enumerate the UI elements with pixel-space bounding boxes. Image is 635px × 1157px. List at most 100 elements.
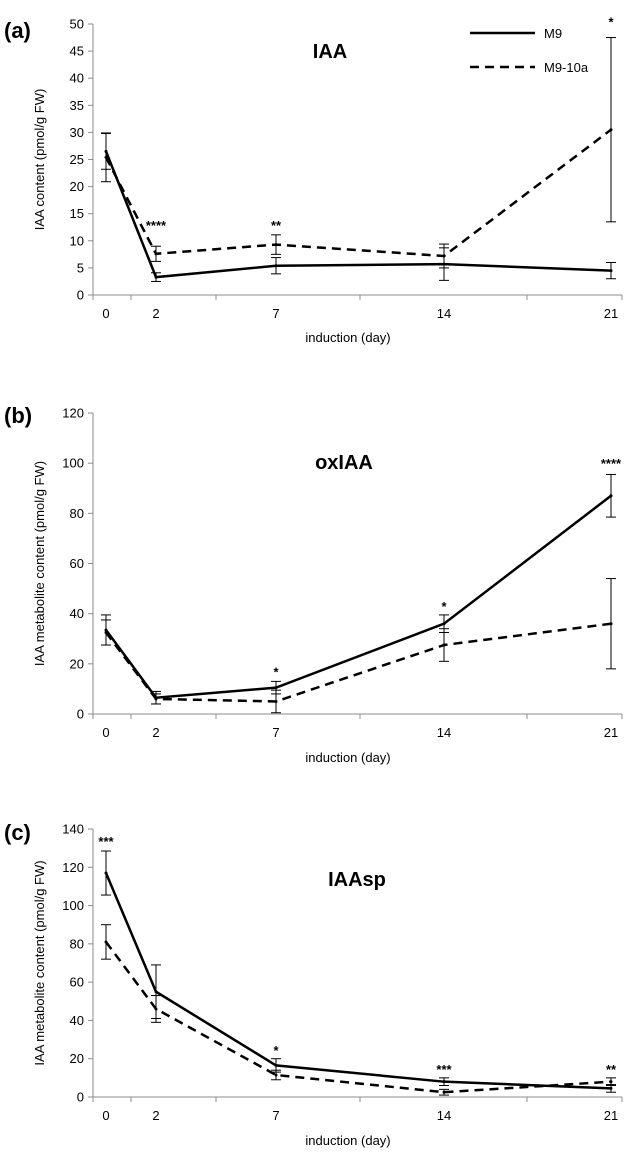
significance-label: *	[441, 599, 447, 614]
y-tick-label: 120	[62, 406, 84, 421]
significance-label: ***	[98, 834, 114, 849]
data-point-m9	[609, 269, 613, 273]
x-tick-label: 21	[604, 1108, 618, 1123]
data-point-m9-10a	[104, 630, 108, 634]
x-tick-label: 2	[152, 725, 159, 740]
y-tick-label: 80	[70, 506, 84, 521]
x-tick-label: 14	[437, 1108, 451, 1123]
legend-label-m9-10a: M9-10a	[544, 60, 589, 75]
series-line-m9-10a	[104, 128, 612, 258]
x-tick-label: 14	[437, 725, 451, 740]
y-tick-label: 40	[70, 606, 84, 621]
series-line-m9	[104, 150, 612, 279]
chart-panel-b: (b) oxIAA 0 20 40 60 80 100 120 0 2 7 14 21 induction …	[4, 403, 623, 765]
y-tick-label: 60	[70, 975, 84, 990]
data-point-m9-10a	[442, 643, 446, 647]
y-axis-title: IAA metabolite content (pmol/g FW)	[32, 461, 47, 666]
chart-panel-a: (a) IAA 0 5 10 15 20 25 30 35 40 45 50 0 2 7 14 21 inducti…	[4, 15, 623, 345]
y-tick-label: 10	[70, 233, 84, 248]
data-point-m9-10a	[154, 697, 158, 701]
series-line-m9-10a	[105, 622, 612, 703]
significance-label: *	[608, 15, 614, 30]
x-tick-label: 21	[604, 725, 618, 740]
data-point-m9-10a	[154, 252, 158, 256]
y-tick-label: 25	[70, 152, 84, 167]
y-tick-label: 100	[62, 456, 84, 471]
x-tick-label: 0	[102, 1108, 109, 1123]
y-tick-label: 50	[70, 17, 84, 32]
significance-label: *	[273, 664, 279, 679]
significance-label: *	[273, 1043, 279, 1058]
y-tick-label: 0	[77, 288, 84, 303]
chart-title: IAA	[313, 41, 347, 63]
x-tick-label: 7	[272, 306, 279, 321]
x-tick-label: 7	[272, 1108, 279, 1123]
data-point-m9-10a	[104, 940, 108, 944]
data-point-m9-10a	[609, 1080, 613, 1084]
series-line-m9-10a	[104, 941, 612, 1094]
x-tick-label: 0	[102, 306, 109, 321]
data-point-m9	[154, 275, 158, 279]
series-line-m9	[104, 494, 612, 699]
x-axis-title: induction (day)	[305, 750, 390, 765]
panel-label: (c)	[4, 820, 31, 845]
data-point-m9-10a	[609, 622, 613, 626]
data-point-m9	[442, 622, 446, 626]
y-tick-label: 20	[70, 179, 84, 194]
data-point-m9-10a	[274, 243, 278, 247]
series-line-m9	[104, 872, 612, 1090]
data-point-m9-10a	[274, 699, 278, 703]
data-point-m9-10a	[274, 1073, 278, 1077]
data-point-m9-10a	[442, 254, 446, 258]
data-point-m9-10a	[442, 1090, 446, 1094]
significance-label: **	[271, 218, 282, 233]
significance-label: ****	[601, 456, 622, 471]
x-tick-label: 14	[437, 306, 451, 321]
x-tick-label: 0	[102, 725, 109, 740]
y-tick-label: 5	[77, 260, 84, 275]
y-tick-label: 0	[77, 707, 84, 722]
legend: M9 M9-10a	[470, 26, 589, 75]
y-axis-title: IAA content (pmol/g FW)	[32, 89, 47, 231]
y-tick-label: 45	[70, 44, 84, 59]
data-point-m9	[274, 686, 278, 690]
y-tick-label: 60	[70, 556, 84, 571]
y-tick-label: 100	[62, 898, 84, 913]
panel-label: (a)	[4, 18, 31, 43]
y-tick-label: 120	[62, 860, 84, 875]
x-tick-label: 2	[152, 306, 159, 321]
data-point-m9-10a	[609, 128, 613, 132]
x-tick-label: 2	[152, 1108, 159, 1123]
data-point-m9	[442, 1080, 446, 1084]
data-point-m9	[154, 990, 158, 994]
data-point-m9	[274, 264, 278, 268]
data-point-m9	[609, 1086, 613, 1090]
data-point-m9-10a	[154, 1007, 158, 1011]
y-tick-label: 80	[70, 936, 84, 951]
data-point-m9	[104, 871, 108, 875]
x-axis-title: induction (day)	[305, 1133, 390, 1148]
data-point-m9-10a	[104, 155, 108, 159]
y-tick-label: 15	[70, 206, 84, 221]
data-point-m9	[609, 494, 613, 498]
data-point-m9	[274, 1063, 278, 1067]
y-axis-title: IAA metabolite content (pmol/g FW)	[32, 860, 47, 1065]
panel-label: (b)	[4, 403, 32, 428]
chart-panel-c: (c) IAAsp 0 20 40 60 80 100 120 140 0 2 7 14 21 inducti…	[4, 820, 623, 1148]
y-tick-label: 40	[70, 71, 84, 86]
chart-title: oxIAA	[315, 452, 373, 474]
significance-label: **	[606, 1062, 617, 1077]
y-tick-label: 0	[77, 1090, 84, 1105]
x-tick-label: 7	[272, 725, 279, 740]
significance-label: ****	[146, 218, 167, 233]
x-tick-label: 21	[604, 306, 618, 321]
y-tick-label: 35	[70, 98, 84, 113]
legend-label-m9: M9	[544, 26, 562, 41]
x-axis-title: induction (day)	[305, 330, 390, 345]
chart-title: IAAsp	[328, 869, 386, 891]
y-tick-label: 40	[70, 1013, 84, 1028]
y-tick-label: 20	[70, 1051, 84, 1066]
y-tick-label: 30	[70, 125, 84, 140]
y-tick-label: 140	[62, 822, 84, 837]
